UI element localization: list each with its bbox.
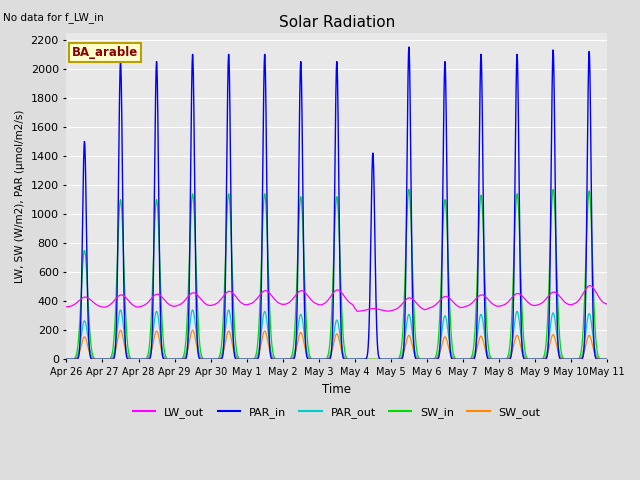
Text: No data for f_LW_in: No data for f_LW_in (3, 12, 104, 23)
Title: Solar Radiation: Solar Radiation (278, 15, 395, 30)
Legend: LW_out, PAR_in, PAR_out, SW_in, SW_out: LW_out, PAR_in, PAR_out, SW_in, SW_out (129, 403, 545, 422)
Text: BA_arable: BA_arable (72, 46, 138, 59)
X-axis label: Time: Time (323, 383, 351, 396)
Y-axis label: LW, SW (W/m2), PAR (μmol/m2/s): LW, SW (W/m2), PAR (μmol/m2/s) (15, 109, 25, 283)
